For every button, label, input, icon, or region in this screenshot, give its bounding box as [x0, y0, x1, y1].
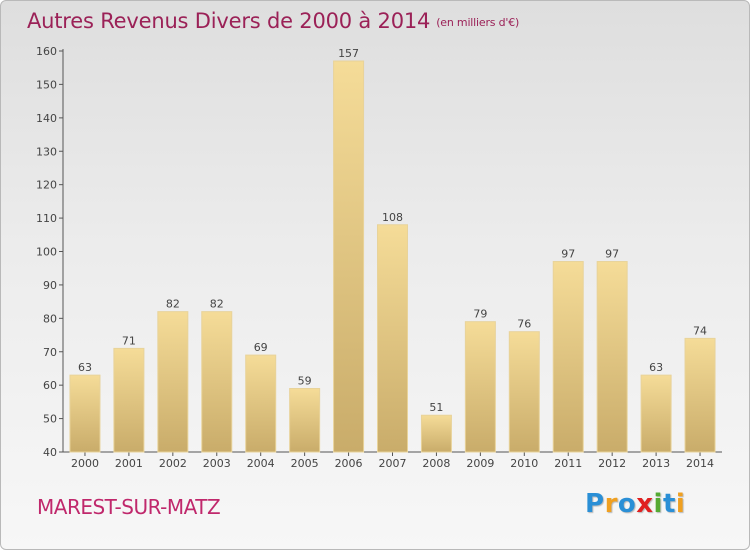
bar-value-label: 69 [254, 341, 268, 354]
y-tick-label: 130 [36, 145, 57, 158]
bar-value-label: 59 [298, 375, 312, 388]
bar [377, 224, 408, 453]
bar-value-label: 76 [517, 318, 531, 331]
y-tick-label: 160 [36, 45, 57, 58]
place-name: MAREST-SUR-MATZ [37, 495, 221, 519]
bar [596, 261, 628, 453]
bar [333, 60, 365, 453]
y-tick-label: 150 [36, 78, 57, 91]
logo-letter: r [604, 489, 618, 519]
chart-title-unit: (en milliers d'€) [436, 16, 520, 29]
bar-value-label: 51 [429, 401, 443, 414]
y-tick-label: 120 [36, 179, 57, 192]
bar-value-label: 97 [561, 248, 575, 261]
bar [420, 414, 452, 453]
bar-value-label: 74 [693, 324, 707, 337]
x-tick-label: 2013 [642, 457, 670, 470]
bar-value-label: 79 [473, 308, 487, 321]
y-tick-label: 70 [43, 346, 57, 359]
x-tick-label: 2006 [335, 457, 363, 470]
y-tick-label: 140 [36, 112, 57, 125]
bar [113, 347, 145, 453]
bar [245, 354, 277, 453]
x-tick-label: 2008 [422, 457, 450, 470]
y-tick-label: 60 [43, 379, 57, 392]
bar-value-label: 71 [122, 334, 136, 347]
bar [69, 374, 101, 453]
chart-title: Autres Revenus Divers de 2000 à 2014 (en … [27, 9, 519, 33]
logo-letter: t [662, 489, 676, 519]
logo-letter: o [617, 489, 637, 519]
x-tick-label: 2011 [554, 457, 582, 470]
y-tick-label: 110 [36, 212, 57, 225]
x-tick-label: 2004 [247, 457, 275, 470]
x-tick-label: 2007 [379, 457, 407, 470]
y-tick-label: 100 [36, 246, 57, 259]
x-tick-label: 2000 [71, 457, 99, 470]
bar-value-label: 97 [605, 248, 619, 261]
x-tick-label: 2009 [466, 457, 494, 470]
bar-value-label: 82 [210, 298, 224, 311]
x-tick-label: 2014 [686, 457, 714, 470]
x-tick-label: 2002 [159, 457, 187, 470]
bar-value-label: 157 [338, 47, 359, 60]
logo-letter: P [585, 489, 605, 519]
x-tick-label: 2003 [203, 457, 231, 470]
bar [684, 337, 716, 453]
bar [508, 331, 540, 453]
bar [552, 261, 584, 453]
y-tick-label: 80 [43, 312, 57, 325]
x-tick-label: 2010 [510, 457, 538, 470]
bar [201, 311, 233, 453]
bar-value-label: 82 [166, 298, 180, 311]
x-tick-label: 2012 [598, 457, 626, 470]
y-tick-label: 50 [43, 413, 57, 426]
bar [157, 311, 189, 453]
logo-letter: i [653, 489, 663, 519]
bar-value-label: 63 [78, 361, 92, 374]
bar [640, 374, 672, 453]
x-tick-label: 2005 [291, 457, 319, 470]
logo-letter: x [636, 489, 654, 519]
y-tick-label: 40 [43, 446, 57, 459]
chart-title-text: Autres Revenus Divers de 2000 à 2014 [27, 9, 431, 33]
bar [464, 321, 496, 453]
x-tick-label: 2001 [115, 457, 143, 470]
bar-value-label: 108 [382, 211, 403, 224]
bar-value-label: 63 [649, 361, 663, 374]
y-tick-label: 90 [43, 279, 57, 292]
logo-letter: i [675, 489, 686, 519]
bar [289, 388, 321, 453]
proxiti-logo: Proxiti [585, 489, 685, 519]
